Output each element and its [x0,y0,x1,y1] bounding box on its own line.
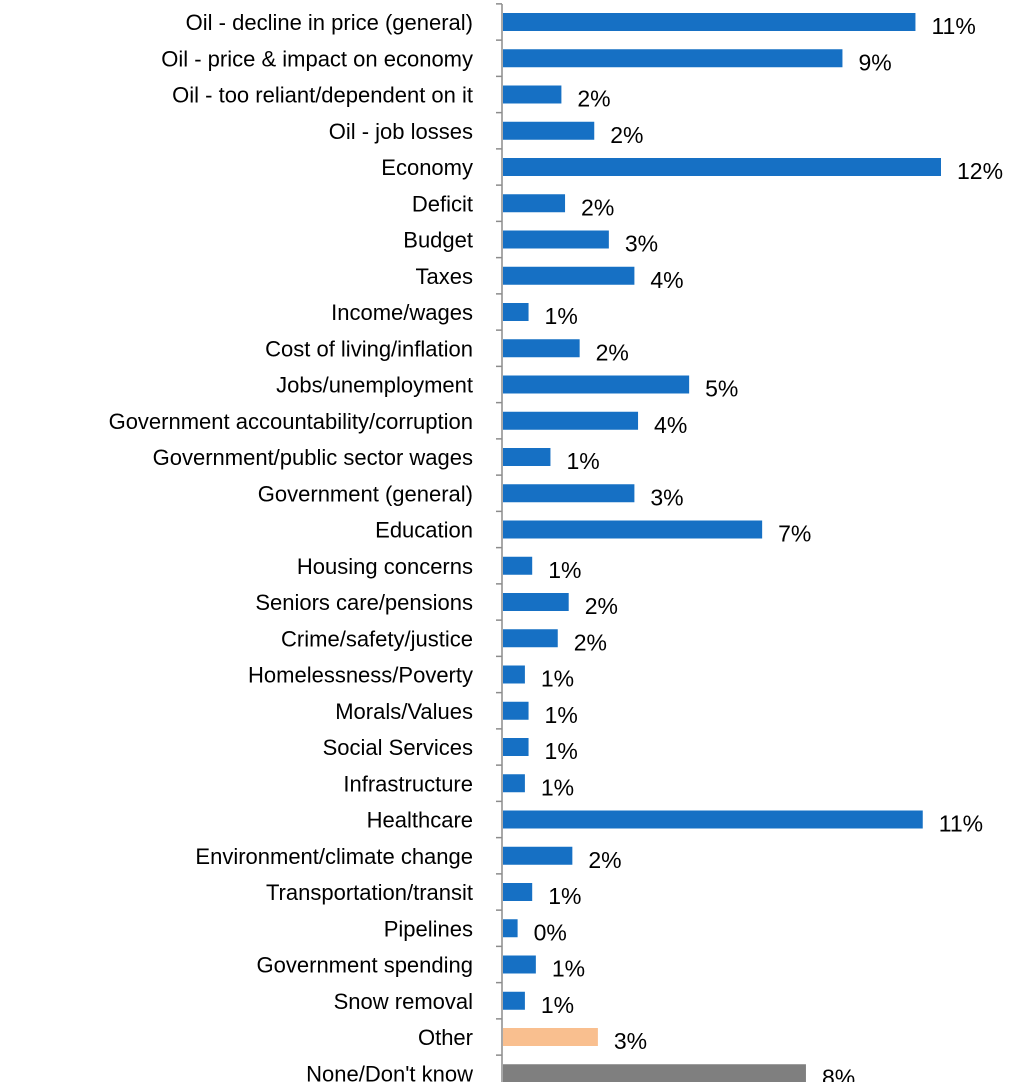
category-label: Homelessness/Poverty [248,663,473,688]
category-label: Snow removal [334,989,473,1014]
value-label: 1% [548,557,581,583]
category-label: Environment/climate change [195,844,473,869]
value-label: 4% [650,267,683,293]
category-label: Housing concerns [297,554,473,579]
category-label: Oil - too reliant/dependent on it [172,83,473,108]
value-label: 3% [650,484,683,510]
value-label: 9% [858,49,891,75]
category-label: Budget [403,228,473,253]
value-label: 0% [534,919,567,945]
category-label: Infrastructure [343,771,473,796]
category-label: Transportation/transit [266,880,473,905]
value-label: 2% [585,593,618,619]
value-label: 1% [548,883,581,909]
category-label: Jobs/unemployment [276,373,473,398]
category-label: Government accountability/corruption [109,409,473,434]
bar [503,1064,806,1082]
category-label: Oil - job losses [329,119,473,144]
category-label: Government spending [257,953,473,978]
value-label: 2% [610,122,643,148]
value-label: 7% [778,521,811,547]
bar [503,1028,598,1046]
bar [503,991,525,1010]
value-label: 1% [545,303,578,329]
bar [503,266,635,285]
category-label: Education [375,518,473,543]
category-label: Healthcare [367,808,473,833]
category-label: None/Don't know [306,1061,473,1082]
value-label: 8% [822,1064,855,1082]
bar [503,13,916,31]
category-label: Other [418,1025,473,1050]
category-label: Pipelines [384,916,473,941]
value-label: 4% [654,412,687,438]
value-label: 5% [705,376,738,402]
bar [503,520,763,539]
value-label: 1% [541,666,574,692]
bar [503,919,518,938]
value-label: 1% [541,774,574,800]
category-label: Economy [381,155,473,180]
value-label: 2% [596,339,629,365]
bar [503,701,529,720]
bar [503,883,533,901]
bar [503,629,558,648]
value-label: 2% [588,847,621,873]
value-label: 3% [614,1028,647,1054]
bar [503,593,569,611]
category-label: Taxes [416,264,473,289]
value-label: 1% [552,956,585,982]
category-label: Cost of living/inflation [265,336,473,361]
bar [503,810,923,829]
value-label: 3% [625,231,658,257]
bar [503,49,843,68]
bar [503,194,566,213]
bar [503,846,573,865]
bar [503,738,529,756]
category-label: Crime/safety/justice [281,626,473,651]
bar [503,230,609,249]
bar [503,556,533,575]
bar [503,121,595,140]
value-label: 2% [581,194,614,220]
value-label: 11% [931,13,975,39]
value-label: 1% [541,992,574,1018]
category-label: Income/wages [331,300,473,325]
bar [503,158,941,176]
category-label: Oil - decline in price (general) [186,10,473,35]
category-label: Morals/Values [335,699,473,724]
category-label: Government/public sector wages [153,445,473,470]
value-label: 2% [577,86,610,112]
bar [503,85,562,104]
bar [503,955,536,974]
bar [503,339,580,358]
bar [503,774,525,793]
bar [503,484,635,503]
value-label: 11% [939,811,983,837]
value-label: 2% [574,629,607,655]
bar [503,665,525,684]
category-label: Seniors care/pensions [255,590,473,615]
value-label: 1% [545,702,578,728]
value-label: 1% [566,448,599,474]
category-label: Oil - price & impact on economy [161,46,473,71]
bar [503,303,529,321]
value-label: 1% [545,738,578,764]
bar [503,411,639,430]
category-label: Social Services [323,735,473,760]
category-label: Government (general) [258,481,473,506]
bar [503,448,551,466]
value-label: 12% [957,158,1003,184]
category-label: Deficit [412,191,473,216]
bar [503,375,690,394]
